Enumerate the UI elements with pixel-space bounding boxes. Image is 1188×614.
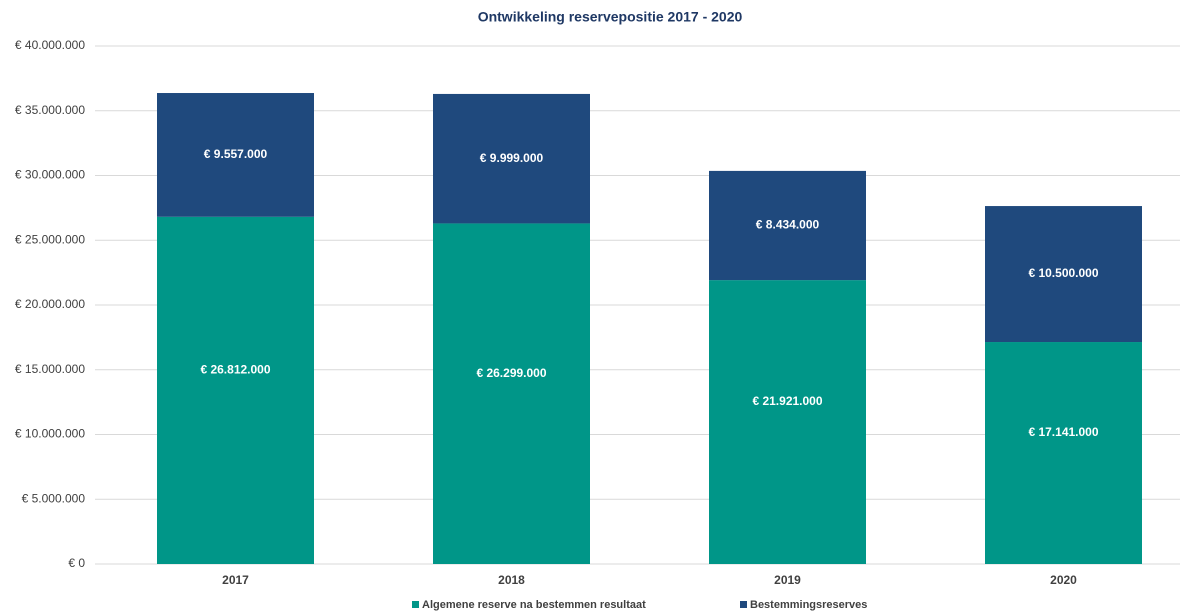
legend-label: Bestemmingsreserves — [750, 599, 867, 611]
bar-segment — [433, 223, 590, 564]
x-tick-label: 2017 — [222, 573, 249, 587]
data-label: € 9.999.000 — [480, 151, 544, 165]
legend-swatch — [412, 601, 419, 608]
y-tick-label: € 5.000.000 — [22, 491, 86, 505]
data-label: € 17.141.000 — [1028, 425, 1098, 439]
data-label: € 9.557.000 — [204, 147, 268, 161]
chart-title: Ontwikkeling reservepositie 2017 - 2020 — [478, 9, 743, 25]
y-tick-label: € 10.000.000 — [15, 427, 85, 441]
legend-label: Algemene reserve na bestemmen resultaat — [422, 599, 646, 611]
y-tick-label: € 15.000.000 — [15, 362, 85, 376]
y-tick-label: € 25.000.000 — [15, 232, 85, 246]
bar-segment — [709, 170, 866, 281]
bar-segment — [709, 280, 866, 564]
bar-segment — [157, 216, 314, 564]
bar-segment — [985, 206, 1142, 343]
data-label: € 26.299.000 — [476, 366, 546, 380]
y-tick-label: € 35.000.000 — [15, 103, 85, 117]
x-tick-label: 2019 — [774, 573, 801, 587]
x-tick-label: 2018 — [498, 573, 525, 587]
data-label: € 21.921.000 — [752, 394, 822, 408]
data-label: € 26.812.000 — [200, 363, 270, 377]
data-label: € 8.434.000 — [756, 218, 820, 232]
y-tick-label: € 20.000.000 — [15, 297, 85, 311]
bar-segment — [157, 93, 314, 217]
data-label: € 10.500.000 — [1028, 266, 1098, 280]
y-tick-label: € 30.000.000 — [15, 168, 85, 182]
y-tick-label: € 0 — [68, 556, 85, 570]
bar-segment — [985, 342, 1142, 564]
x-tick-label: 2020 — [1050, 573, 1077, 587]
y-tick-label: € 40.000.000 — [15, 38, 85, 52]
bar-segment — [433, 93, 590, 224]
legend-swatch — [740, 601, 747, 608]
